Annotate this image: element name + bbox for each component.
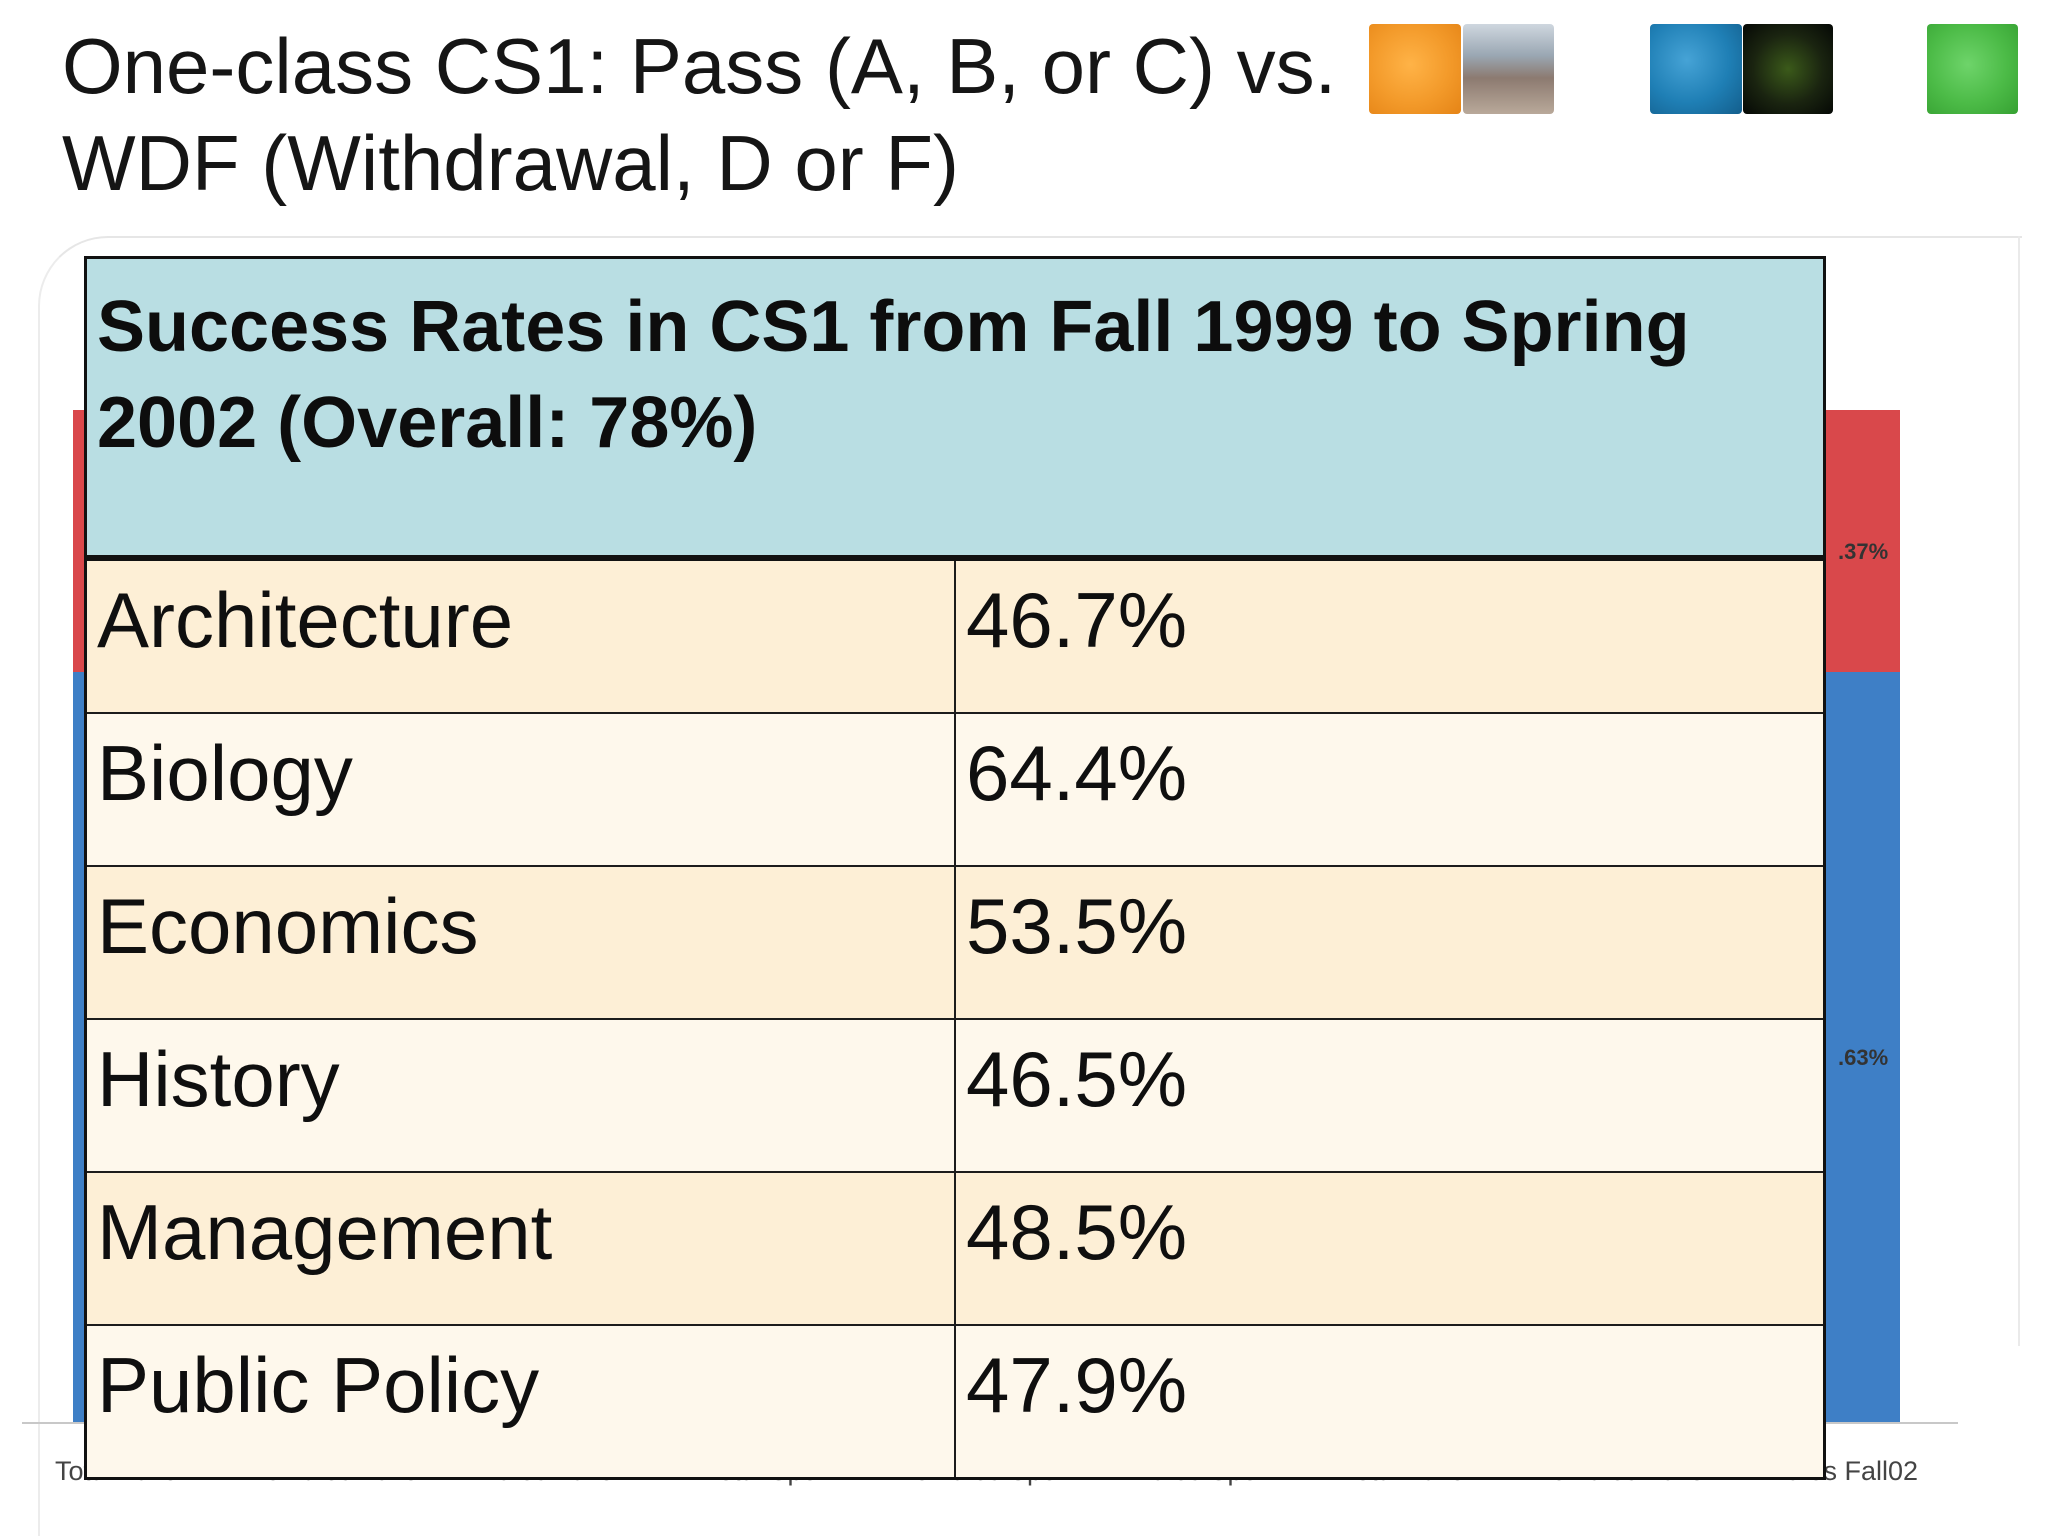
blue-logo-icon bbox=[1650, 24, 1742, 114]
background-chart-frame-edge bbox=[2018, 236, 2020, 1346]
table-row: Public Policy 47.9% bbox=[84, 1324, 1826, 1480]
rate-cell: 64.4% bbox=[954, 712, 1826, 867]
rate-cell: 46.5% bbox=[954, 1018, 1826, 1173]
department-cell: Public Policy bbox=[84, 1324, 956, 1480]
department-cell: History bbox=[84, 1018, 956, 1173]
success-rates-table: Success Rates in CS1 from Fall 1999 to S… bbox=[84, 256, 1826, 1480]
wdf-percent-label: .37% bbox=[1838, 539, 1889, 564]
background-chart-frame bbox=[38, 236, 2022, 1536]
table-row: History 46.5% bbox=[84, 1018, 1826, 1173]
table-header-row: Success Rates in CS1 from Fall 1999 to S… bbox=[85, 257, 1825, 561]
green-logo-icon bbox=[1927, 24, 2018, 114]
table-row: Management 48.5% bbox=[84, 1171, 1826, 1326]
department-cell: Architecture bbox=[84, 557, 956, 714]
building-photo-icon bbox=[1463, 24, 1554, 114]
slide-title-line-2: WDF (Withdrawal, D or F) bbox=[62, 119, 959, 207]
rate-cell: 53.5% bbox=[954, 865, 1826, 1020]
rate-cell: 47.9% bbox=[954, 1324, 1826, 1480]
table-row: Architecture 46.7% bbox=[84, 557, 1826, 714]
department-cell: Management bbox=[84, 1171, 956, 1326]
department-cell: Biology bbox=[84, 712, 956, 867]
department-cell: Economics bbox=[84, 865, 956, 1020]
network-logo-icon bbox=[1743, 24, 1833, 114]
table-row: Economics 53.5% bbox=[84, 865, 1826, 1020]
orange-logo-icon bbox=[1369, 24, 1461, 114]
table-row: Biology 64.4% bbox=[84, 712, 1826, 867]
pass-percent-label: .63% bbox=[1838, 1045, 1889, 1070]
slide-title-line-1: One-class CS1: Pass (A, B, or C) vs. bbox=[62, 22, 1337, 110]
rate-cell: 46.7% bbox=[954, 557, 1826, 714]
rate-cell: 48.5% bbox=[954, 1171, 1826, 1326]
slide-title: One-class CS1: Pass (A, B, or C) vs. WDF… bbox=[62, 18, 1382, 212]
table-header: Success Rates in CS1 from Fall 1999 to S… bbox=[85, 257, 1825, 561]
